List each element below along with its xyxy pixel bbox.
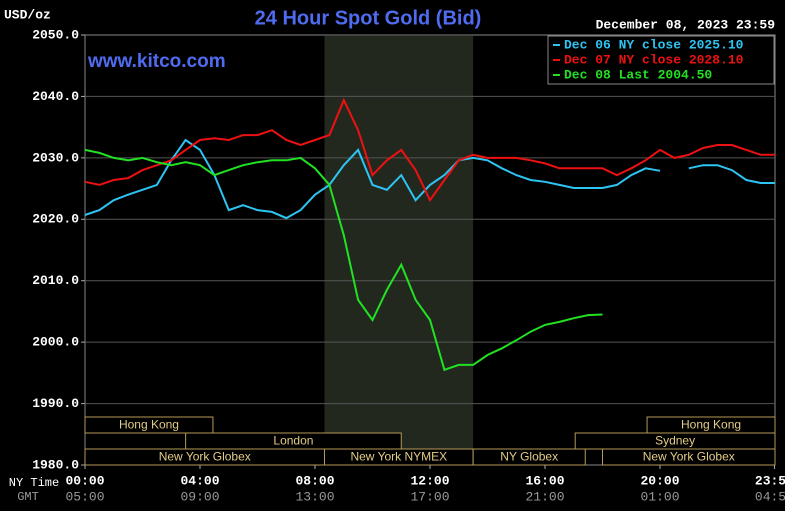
legend-box xyxy=(547,35,775,85)
x-row-label: NY Time xyxy=(9,476,59,490)
x-tick-label: 20:00 xyxy=(640,473,679,488)
session-label: Hong Kong xyxy=(681,418,741,432)
x2-tick-label: 04:59 xyxy=(755,489,785,504)
unit-label: USD/oz xyxy=(4,7,51,22)
session-label: Sydney xyxy=(655,434,695,448)
legend-label: Dec 07 NY close 2028.10 xyxy=(564,52,744,67)
legend-label: Dec 06 NY close 2025.10 xyxy=(564,37,744,52)
y-tick-label: 2030.0 xyxy=(32,150,79,165)
session-label: Hong Kong xyxy=(119,418,179,432)
x-tick-label: 12:00 xyxy=(410,473,449,488)
x2-tick-label: 05:00 xyxy=(65,489,104,504)
x-tick-label: 08:00 xyxy=(295,473,334,488)
legend-label: Dec 08 Last 2004.50 xyxy=(564,67,712,82)
session-bar xyxy=(84,416,214,434)
session-label: New York Globex xyxy=(159,450,251,464)
x2-row-label: GMT xyxy=(17,490,39,504)
x-tick-label: 23:59 xyxy=(755,473,785,488)
x2-tick-label: 17:00 xyxy=(410,489,449,504)
x2-tick-label: 01:00 xyxy=(640,489,679,504)
y-tick-label: 1990.0 xyxy=(32,396,79,411)
x-tick-label: 16:00 xyxy=(525,473,564,488)
series-line xyxy=(84,138,775,220)
session-label: NY Globex xyxy=(500,450,558,464)
series-line xyxy=(84,97,775,203)
x-tick-label: 04:00 xyxy=(180,473,219,488)
session-label: London xyxy=(273,434,313,448)
y-tick-label: 2050.0 xyxy=(32,27,79,42)
x-tick-label: 00:00 xyxy=(65,473,104,488)
y-tick-label: 2040.0 xyxy=(32,89,79,104)
session-label: New York Globex xyxy=(643,450,735,464)
y-tick-label: 2000.0 xyxy=(32,335,79,350)
x2-tick-label: 21:00 xyxy=(525,489,564,504)
session-label: New York NYMEX xyxy=(350,450,447,464)
watermark: www.kitco.com xyxy=(87,51,226,72)
y-tick-label: 1980.0 xyxy=(32,457,79,472)
x2-tick-label: 13:00 xyxy=(295,489,334,504)
timestamp: December 08, 2023 23:59 xyxy=(596,17,776,32)
y-tick-label: 2020.0 xyxy=(32,212,79,227)
session-bar xyxy=(602,448,776,466)
chart-title: 24 Hour Spot Gold (Bid) xyxy=(255,7,482,29)
shaded-region xyxy=(324,36,474,464)
x2-tick-label: 09:00 xyxy=(180,489,219,504)
series-line xyxy=(84,148,603,372)
y-tick-label: 2010.0 xyxy=(32,273,79,288)
session-bar xyxy=(472,448,586,466)
